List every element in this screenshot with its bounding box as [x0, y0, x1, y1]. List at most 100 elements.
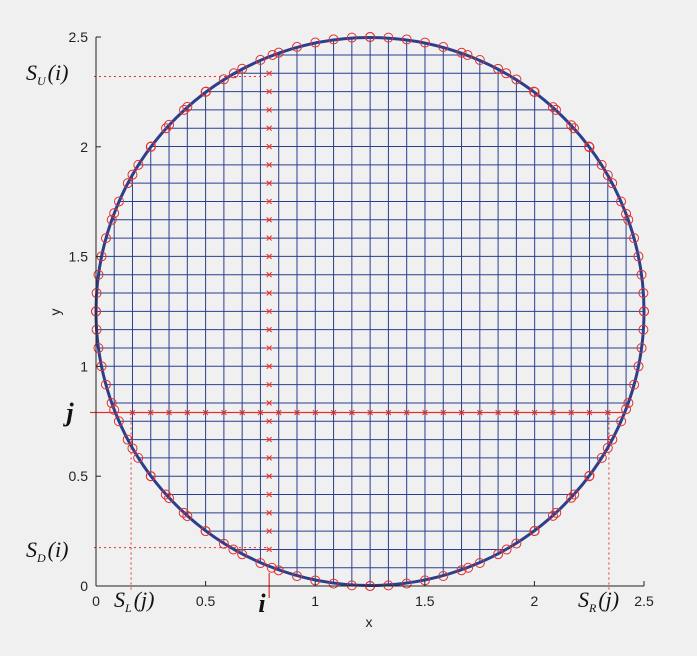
boundary-point — [474, 55, 485, 66]
star-stroke — [266, 88, 272, 95]
y-tick-label: 2.5 — [69, 29, 89, 45]
star-stroke — [184, 409, 191, 416]
boundary-point — [547, 102, 558, 113]
star-stroke — [604, 409, 611, 416]
boundary-point — [328, 578, 339, 589]
star-marker — [265, 180, 273, 186]
sd-label: SD(i) — [26, 537, 68, 565]
star-marker — [265, 198, 273, 205]
star-stroke — [266, 198, 272, 205]
star-marker — [265, 455, 273, 461]
star-marker — [265, 107, 273, 113]
star-stroke — [266, 235, 272, 241]
star-marker — [265, 400, 273, 406]
star-stroke — [266, 455, 272, 461]
y-tick-label: 0 — [80, 578, 88, 594]
star-marker — [265, 271, 273, 278]
star-marker — [265, 510, 273, 516]
star-marker — [265, 546, 273, 553]
star-stroke — [266, 162, 272, 168]
boundary-point — [511, 538, 522, 549]
star-stroke — [266, 290, 272, 296]
boundary-point — [638, 324, 649, 335]
star-stroke — [422, 409, 428, 416]
boundary-point — [607, 434, 618, 445]
boundary-point — [462, 49, 473, 60]
boundary-point — [133, 452, 144, 463]
star-marker — [265, 235, 273, 241]
star-stroke — [266, 216, 272, 223]
boundary-point — [623, 397, 634, 408]
boundary-point — [566, 120, 577, 131]
star-stroke — [266, 510, 272, 516]
star-marker — [265, 143, 273, 150]
star-stroke — [495, 409, 501, 416]
x-tick-label: 0.5 — [196, 593, 216, 609]
boundary-point — [621, 404, 632, 415]
star-stroke — [266, 381, 272, 388]
x-tick-label: 1.5 — [415, 593, 435, 609]
grid-lines — [96, 37, 644, 586]
boundary-point — [228, 544, 239, 555]
boundary-point — [266, 562, 277, 573]
star-stroke — [349, 409, 355, 416]
boundary-point — [237, 63, 248, 74]
star-marker — [293, 409, 301, 416]
boundary-point — [528, 86, 539, 97]
boundary-point — [182, 101, 193, 112]
star-stroke — [550, 409, 556, 416]
boundary-point — [346, 580, 357, 591]
star-marker — [366, 409, 374, 416]
star-marker — [256, 409, 264, 416]
star-marker — [311, 409, 319, 416]
boundary-point — [607, 178, 618, 189]
star-marker — [265, 125, 273, 132]
star-marker — [265, 363, 273, 370]
star-marker — [494, 409, 502, 416]
boundary-point — [456, 565, 467, 576]
boundary-point — [550, 104, 561, 115]
star-marker — [403, 409, 411, 416]
boundary-point — [145, 471, 156, 482]
boundary-point — [547, 510, 558, 521]
boundary-point — [267, 49, 278, 60]
boundary-point — [328, 34, 339, 45]
boundary-point — [346, 32, 357, 43]
boundary-point — [569, 489, 580, 500]
boundary-point — [91, 288, 102, 299]
boundary-point — [438, 41, 449, 52]
boundary-point — [145, 141, 156, 152]
star-stroke — [266, 180, 272, 186]
star-stroke — [266, 125, 272, 132]
star-marker — [220, 409, 228, 416]
boundary-point — [623, 214, 634, 225]
boundary-point — [602, 170, 613, 181]
boundary-point — [292, 41, 303, 52]
boundary-point — [584, 470, 595, 481]
star-marker — [567, 409, 575, 416]
boundary-point — [200, 526, 211, 537]
y-tick-label: 1.5 — [69, 249, 89, 265]
boundary-point — [122, 178, 133, 189]
boundary-point — [616, 196, 627, 207]
star-marker — [128, 409, 136, 416]
boundary-point — [474, 557, 485, 568]
x-tick-label: 2 — [531, 593, 539, 609]
star-marker — [165, 409, 173, 416]
boundary-point — [629, 379, 640, 390]
boundary-point — [616, 416, 627, 427]
y-tick-label: 0.5 — [69, 468, 89, 484]
x-axis-label: x — [366, 614, 373, 630]
star-marker — [202, 409, 210, 416]
star-marker — [265, 381, 273, 388]
star-stroke — [312, 409, 319, 416]
boundary-point — [164, 119, 175, 130]
star-marker — [265, 345, 273, 351]
star-stroke — [586, 409, 593, 416]
star-stroke — [266, 418, 272, 425]
star-marker — [549, 409, 557, 416]
star-marker — [238, 409, 246, 416]
y-tick-label: 2 — [80, 139, 88, 155]
